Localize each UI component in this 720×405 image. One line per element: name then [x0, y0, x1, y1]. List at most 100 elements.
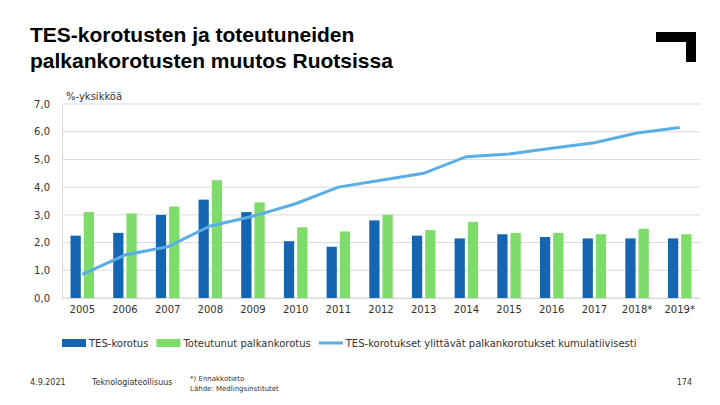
bar [540, 237, 550, 298]
legend-swatch [156, 339, 180, 347]
legend-item: TES-korotukset ylittävät palkankorotukse… [319, 338, 637, 349]
x-tick-label: 2012 [368, 304, 393, 315]
chart-svg: 0,0 1,0 2,0 3,0 4,0 5,0 6,0 7,0 2005 2006 2007 2008… [0, 0, 720, 405]
x-tick-label: 2008 [198, 304, 223, 315]
y-tick-label: 6,0 [34, 126, 50, 137]
bar [169, 207, 179, 298]
legend-label: Toteutunut palkankorotus [182, 338, 310, 349]
x-tick-label: 2007 [155, 304, 180, 315]
bar [639, 229, 649, 298]
bar [455, 238, 465, 298]
y-tick-label: 2,0 [34, 237, 50, 248]
bar [369, 220, 379, 298]
x-axis: 2005 2006 2007 2008 2009 2010 2011 2012 2013 2014… [63, 298, 701, 315]
legend-swatch [319, 342, 343, 345]
x-tick: 2017 [582, 298, 607, 315]
x-tick: 2012 [368, 298, 393, 315]
y-axis-title: %-yksikköä [66, 91, 122, 102]
bar [297, 227, 307, 298]
grid-line [62, 159, 700, 160]
y-tick-label: 4,0 [34, 182, 50, 193]
legend-swatch [62, 339, 86, 347]
y-tick: 5,0 [34, 154, 62, 165]
bar [583, 238, 593, 298]
x-tick: 2008 [198, 298, 223, 315]
y-tick-label: 3,0 [34, 210, 50, 221]
y-axis: 0,0 1,0 2,0 3,0 4,0 5,0 6,0 7,0 [34, 99, 62, 304]
x-tick: 2014 [454, 298, 479, 315]
y-tick-label: 5,0 [34, 154, 50, 165]
x-tick: 2011 [326, 298, 351, 315]
bar [668, 238, 678, 298]
legend-item: TES-korotus [62, 338, 148, 349]
marks [71, 128, 692, 298]
legend-label: TES-korotukset ylittävät palkankorotukse… [345, 338, 637, 349]
legend: TES-korotus Toteutunut palkankorotus TES-k… [62, 338, 636, 349]
x-tick-label: 2019* [665, 304, 695, 315]
bar [327, 247, 337, 298]
bar [199, 200, 209, 298]
bar [425, 230, 435, 298]
y-tick-label: 7,0 [34, 99, 50, 110]
x-tick-label: 2017 [582, 304, 607, 315]
x-tick: 2016 [539, 298, 564, 315]
chart-page: TES-korotusten ja toteutuneiden palkanko… [0, 0, 720, 405]
bar [212, 180, 222, 298]
y-tick: 2,0 [34, 237, 62, 248]
x-tick: 2009 [240, 298, 265, 315]
legend-item: Toteutunut palkankorotus [156, 338, 310, 349]
x-tick-label: 2015 [496, 304, 521, 315]
x-tick-label: 2016 [539, 304, 564, 315]
x-tick: 2015 [496, 298, 521, 315]
x-tick-label: 2011 [326, 304, 351, 315]
grid-line [62, 131, 700, 132]
bar [412, 236, 422, 298]
x-tick: 2007 [155, 298, 180, 315]
y-tick-label: 0,0 [34, 293, 50, 304]
bar [241, 212, 251, 298]
x-tick: 2019* [665, 298, 695, 315]
annotation: *) Ennakkotieto [190, 375, 244, 383]
bar [468, 222, 478, 298]
annotation: Teknologiateollisuus [91, 378, 172, 387]
bar [625, 238, 635, 298]
x-tick-label: 2013 [411, 304, 436, 315]
x-tick-label: 2005 [70, 304, 95, 315]
grid-line [62, 187, 700, 188]
y-tick: 3,0 [34, 210, 62, 221]
annotation: 4.9.2021 [30, 378, 66, 387]
bar [553, 233, 563, 298]
annotation: Lähde: Medlingsinstitutet [190, 385, 279, 393]
x-axis-line [63, 298, 701, 299]
x-tick: 2006 [112, 298, 137, 315]
x-tick-label: 2006 [112, 304, 137, 315]
x-tick-label: 2018* [622, 304, 652, 315]
bar [383, 215, 393, 298]
bar [681, 234, 691, 298]
line [82, 128, 679, 275]
x-tick-label: 2010 [283, 304, 308, 315]
bar [156, 215, 166, 298]
bar [284, 241, 294, 298]
title: TES-korotusten ja toteutuneiden palkanko… [30, 22, 510, 74]
grid [62, 104, 700, 298]
bar [84, 212, 94, 298]
x-tick-label: 2014 [454, 304, 479, 315]
y-tick: 0,0 [34, 293, 62, 304]
x-tick: 2013 [411, 298, 436, 315]
y-tick-label: 1,0 [34, 265, 50, 276]
bar [497, 234, 507, 298]
annotation: 174 [677, 378, 692, 387]
x-tick: 2018* [622, 298, 652, 315]
bar [71, 236, 81, 298]
bar [511, 233, 521, 298]
y-tick: 7,0 [34, 99, 62, 110]
bar [340, 231, 350, 298]
x-tick-label: 2009 [240, 304, 265, 315]
bar [113, 233, 123, 298]
grid-line [62, 104, 700, 105]
y-tick: 6,0 [34, 126, 62, 137]
y-tick: 4,0 [34, 182, 62, 193]
bar [596, 234, 606, 298]
logo [656, 32, 696, 62]
